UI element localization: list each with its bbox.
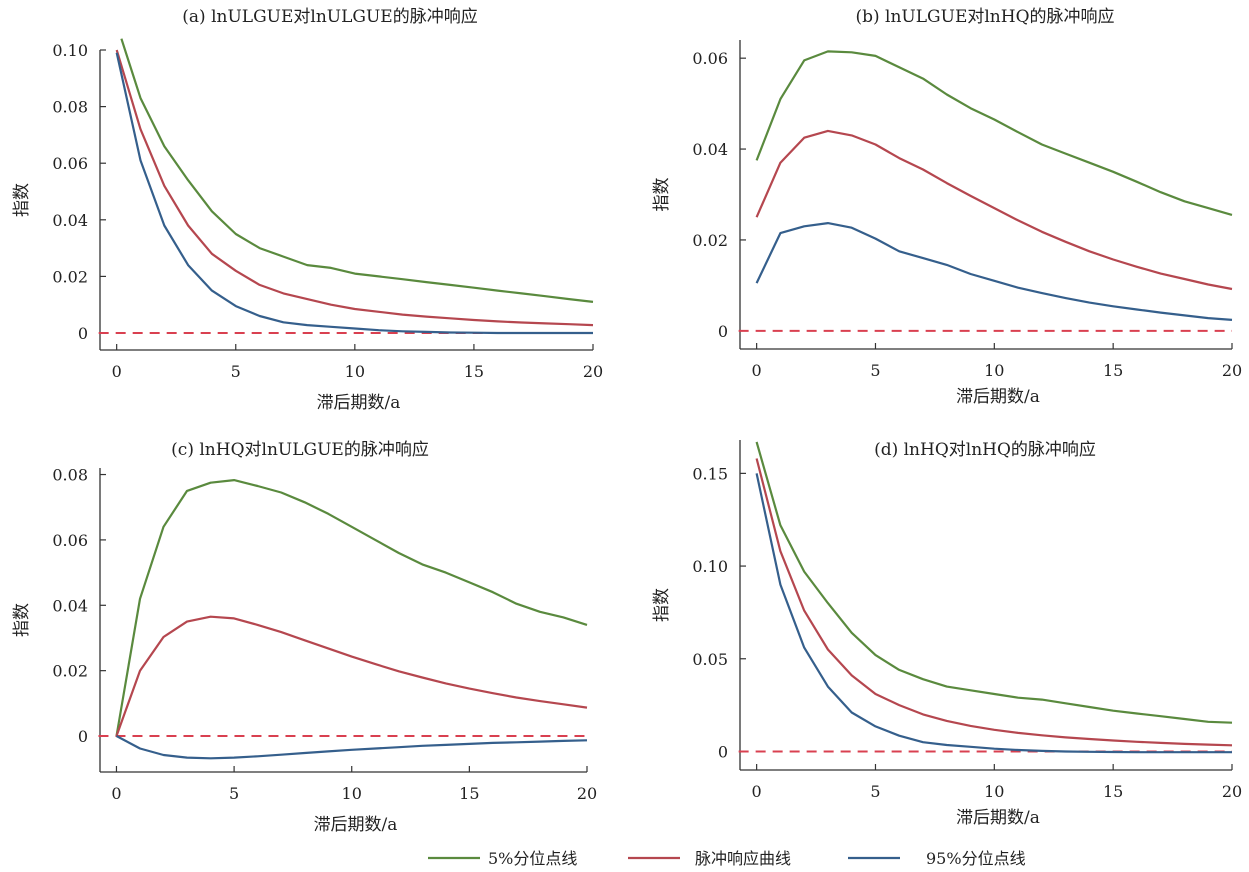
y-tick-label: 0.05	[692, 650, 728, 669]
y-tick-label: 0.04	[52, 596, 88, 615]
x-axis-label: 滞后期数/a	[314, 815, 398, 835]
x-tick-label: 20	[577, 784, 597, 803]
y-tick-label: 0	[78, 727, 88, 746]
series-impulse-response-line	[115, 49, 594, 327]
y-tick-label: 0.06	[52, 154, 88, 173]
legend: 5%分位点线 脉冲响应曲线 95%分位点线	[428, 849, 1026, 868]
y-tick-label: 0	[718, 742, 728, 761]
y-tick-label: 0.10	[692, 557, 728, 576]
x-tick-label: 15	[459, 784, 479, 803]
series-95pct-line	[115, 52, 593, 335]
x-axis-label: 滞后期数/a	[956, 808, 1040, 828]
x-tick-label: 10	[342, 784, 362, 803]
series-5pct-line	[115, 479, 588, 737]
y-tick-label: 0.02	[692, 231, 728, 250]
x-tick-label: 20	[1222, 361, 1242, 380]
y-tick-label: 0.15	[692, 464, 728, 483]
series-95pct-line	[755, 473, 1232, 754]
x-tick-label: 15	[1103, 361, 1123, 380]
panel-title: (b) lnULGUE对lnHQ的脉冲响应	[855, 7, 1114, 27]
x-tick-label: 15	[1103, 782, 1123, 801]
x-tick-label: 5	[229, 784, 239, 803]
y-axis-label: 指数	[652, 588, 672, 622]
series-5pct-line	[755, 50, 1233, 216]
x-tick-label: 0	[752, 361, 762, 380]
series-5pct-line	[755, 441, 1233, 724]
x-tick-label: 0	[111, 784, 121, 803]
panel-title: (c) lnHQ对lnULGUE的脉冲响应	[171, 440, 429, 460]
y-axis-label: 指数	[652, 178, 672, 212]
x-axis-label: 滞后期数/a	[956, 387, 1040, 407]
series-95pct-line	[755, 222, 1233, 321]
x-tick-label: 5	[231, 362, 241, 381]
x-tick-label: 20	[1222, 782, 1242, 801]
y-axis-label: 指数	[12, 183, 32, 217]
series-impulse-response-line	[755, 129, 1233, 291]
series-impulse-response-line	[115, 615, 588, 737]
x-tick-label: 5	[870, 361, 880, 380]
x-tick-label: 5	[870, 782, 880, 801]
panel-c: (c) lnHQ对lnULGUE的脉冲响应 0 0.02 0.04 0.06 0.08 0 5…	[12, 440, 597, 835]
x-axis-label: 滞后期数/a	[317, 393, 401, 413]
x-tick-label: 15	[464, 362, 484, 381]
series-5pct-line	[120, 38, 594, 303]
y-tick-label: 0.02	[52, 267, 88, 286]
legend-label: 5%分位点线	[488, 849, 577, 868]
x-tick-label: 10	[984, 782, 1004, 801]
panel-title: (d) lnHQ对lnHQ的脉冲响应	[874, 440, 1096, 460]
series-impulse-response-line	[755, 458, 1233, 747]
legend-label: 95%分位点线	[926, 849, 1026, 868]
x-tick-label: 20	[583, 362, 603, 381]
panel-a: (a) lnULGUE对lnULGUE的脉冲响应 0 0.02 0.04 0.06 0.0…	[12, 7, 603, 413]
y-tick-label: 0.06	[692, 49, 728, 68]
y-tick-label: 0	[78, 324, 88, 343]
y-tick-label: 0.08	[52, 466, 88, 485]
panel-d: (d) lnHQ对lnHQ的脉冲响应 0 0.05 0.10 0.15 0 5 10 15 20 滞…	[652, 440, 1242, 828]
panel-title: (a) lnULGUE对lnULGUE的脉冲响应	[182, 7, 477, 27]
x-tick-label: 0	[112, 362, 122, 381]
y-tick-label: 0	[718, 322, 728, 341]
y-tick-label: 0.02	[52, 662, 88, 681]
y-axis-label: 指数	[12, 603, 32, 637]
legend-label: 脉冲响应曲线	[695, 849, 791, 868]
series-95pct-line	[115, 735, 588, 760]
y-tick-label: 0.10	[52, 41, 88, 60]
panel-b: (b) lnULGUE对lnHQ的脉冲响应 0 0.02 0.04 0.06 0 5 10 15…	[652, 7, 1242, 407]
y-tick-label: 0.04	[52, 211, 88, 230]
x-tick-label: 0	[752, 782, 762, 801]
y-tick-label: 0.06	[52, 531, 88, 550]
y-tick-label: 0.08	[52, 98, 88, 117]
x-tick-label: 10	[345, 362, 365, 381]
x-tick-label: 10	[984, 361, 1004, 380]
y-tick-label: 0.04	[692, 140, 728, 159]
